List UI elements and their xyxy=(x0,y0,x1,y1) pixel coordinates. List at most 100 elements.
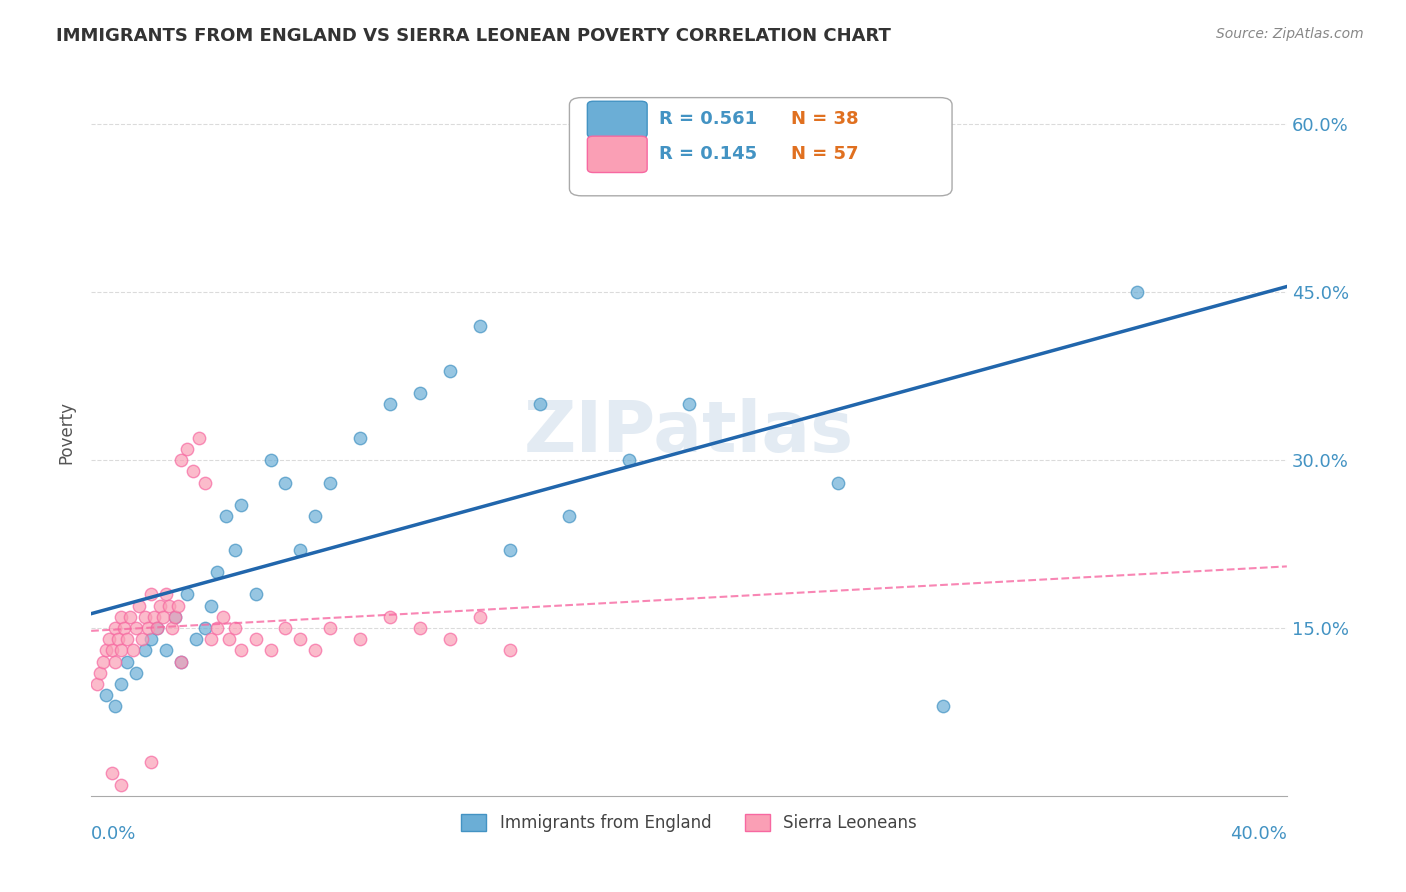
Point xyxy=(122,643,145,657)
Point xyxy=(319,475,342,490)
Point xyxy=(112,621,135,635)
Point xyxy=(163,609,186,624)
Point xyxy=(101,766,124,780)
Point xyxy=(139,632,162,647)
Point xyxy=(86,677,108,691)
Point xyxy=(128,599,150,613)
Point xyxy=(194,475,217,490)
Text: 0.0%: 0.0% xyxy=(91,825,136,843)
Point xyxy=(224,542,246,557)
Point xyxy=(115,632,138,647)
Point xyxy=(529,397,551,411)
Point xyxy=(245,632,267,647)
Point xyxy=(131,632,153,647)
Point xyxy=(94,688,117,702)
FancyBboxPatch shape xyxy=(588,136,647,172)
Point xyxy=(104,655,127,669)
Point xyxy=(110,778,132,792)
Point xyxy=(932,699,955,714)
Point xyxy=(125,665,148,680)
Point xyxy=(205,621,228,635)
Legend: Immigrants from England, Sierra Leoneans: Immigrants from England, Sierra Leoneans xyxy=(454,807,924,838)
Point xyxy=(194,621,217,635)
Text: R = 0.561: R = 0.561 xyxy=(659,111,758,128)
Point xyxy=(259,643,281,657)
Text: N = 57: N = 57 xyxy=(790,145,858,163)
Text: IMMIGRANTS FROM ENGLAND VS SIERRA LEONEAN POVERTY CORRELATION CHART: IMMIGRANTS FROM ENGLAND VS SIERRA LEONEA… xyxy=(56,27,891,45)
Point xyxy=(170,655,193,669)
Point xyxy=(142,609,165,624)
Point xyxy=(170,453,193,467)
Point xyxy=(170,655,193,669)
Point xyxy=(94,643,117,657)
Point xyxy=(187,431,209,445)
Point xyxy=(290,632,312,647)
Point xyxy=(229,498,252,512)
Point xyxy=(304,509,326,524)
Point xyxy=(498,643,520,657)
Point xyxy=(107,632,129,647)
Point xyxy=(101,643,124,657)
Point xyxy=(110,677,132,691)
Point xyxy=(558,509,581,524)
Text: 40.0%: 40.0% xyxy=(1230,825,1286,843)
Point xyxy=(319,621,342,635)
Point xyxy=(152,609,174,624)
Point xyxy=(157,599,180,613)
Point xyxy=(89,665,111,680)
FancyBboxPatch shape xyxy=(569,97,952,196)
Point xyxy=(146,621,169,635)
Point xyxy=(139,587,162,601)
Point xyxy=(468,318,491,333)
Point xyxy=(134,643,156,657)
Point xyxy=(468,609,491,624)
Point xyxy=(229,643,252,657)
Point xyxy=(155,643,177,657)
Point xyxy=(160,621,183,635)
Point xyxy=(678,397,700,411)
Point xyxy=(136,621,159,635)
Point xyxy=(827,475,849,490)
Point xyxy=(163,609,186,624)
Point xyxy=(439,364,461,378)
Point xyxy=(200,599,222,613)
Point xyxy=(115,655,138,669)
Point xyxy=(224,621,246,635)
Point xyxy=(378,609,401,624)
Point xyxy=(215,509,238,524)
Point xyxy=(349,431,371,445)
Point xyxy=(409,386,432,401)
Point xyxy=(218,632,240,647)
Point xyxy=(349,632,371,647)
Y-axis label: Poverty: Poverty xyxy=(58,401,75,464)
Point xyxy=(274,621,297,635)
Point xyxy=(619,453,641,467)
Point xyxy=(1126,285,1149,300)
Point xyxy=(110,643,132,657)
Point xyxy=(176,442,198,456)
Point xyxy=(98,632,121,647)
FancyBboxPatch shape xyxy=(588,102,647,137)
Point xyxy=(146,621,169,635)
Point xyxy=(274,475,297,490)
Point xyxy=(245,587,267,601)
Point xyxy=(134,609,156,624)
Point xyxy=(304,643,326,657)
Point xyxy=(118,609,141,624)
Text: R = 0.145: R = 0.145 xyxy=(659,145,758,163)
Point xyxy=(166,599,188,613)
Point xyxy=(91,655,114,669)
Point xyxy=(378,397,401,411)
Text: Source: ZipAtlas.com: Source: ZipAtlas.com xyxy=(1216,27,1364,41)
Point xyxy=(439,632,461,647)
Point xyxy=(104,621,127,635)
Point xyxy=(290,542,312,557)
Point xyxy=(176,587,198,601)
Point xyxy=(155,587,177,601)
Text: N = 38: N = 38 xyxy=(790,111,858,128)
Point xyxy=(125,621,148,635)
Point xyxy=(211,609,233,624)
Text: ZIPatlas: ZIPatlas xyxy=(524,398,853,467)
Point xyxy=(184,632,207,647)
Point xyxy=(181,464,204,478)
